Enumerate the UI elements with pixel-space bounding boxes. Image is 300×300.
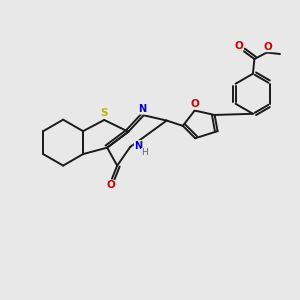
Text: H: H [142,148,148,158]
Text: O: O [190,99,199,109]
Text: N: N [134,141,142,151]
Text: S: S [100,109,107,118]
Text: O: O [234,41,243,51]
Text: O: O [107,180,116,190]
Text: O: O [264,42,273,52]
Text: N: N [138,104,147,114]
